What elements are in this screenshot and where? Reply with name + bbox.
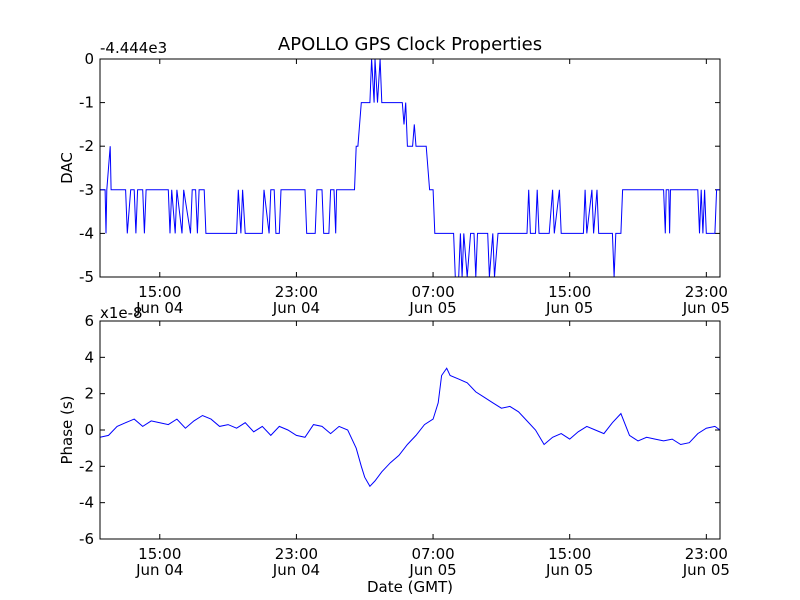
phase-x-tick-time-label: 15:00 (548, 545, 591, 563)
phase-x-axis-label: Date (GMT) (367, 578, 453, 596)
dac-y-tick-label: 0 (84, 50, 94, 68)
dac-y-tick-label: -5 (79, 268, 94, 286)
dac-y-ticks: 0 -1 -2 -3 -4 -5 (79, 50, 720, 286)
phase-y-tick-label: -4 (79, 494, 94, 512)
phase-chart: x1e-8 Phase (s) Date (GMT) 6 4 2 0 -2 -4 -6 15… (58, 304, 730, 596)
phase-series-line (99, 367, 721, 488)
dac-y-tick-label: -3 (79, 181, 94, 199)
dac-series-line (100, 58, 720, 278)
chart-title: APOLLO GPS Clock Properties (278, 34, 542, 55)
dac-plot-area (100, 59, 720, 277)
phase-x-tick-time-label: 23:00 (275, 545, 318, 563)
dac-x-tick-date-label: Jun 05 (545, 299, 593, 317)
phase-y-tick-label: 4 (84, 348, 94, 366)
dac-offset-text: -4.444e3 (100, 39, 167, 57)
phase-series (99, 367, 721, 488)
dac-x-tick-date-label: Jun 04 (135, 299, 183, 317)
dac-series (100, 58, 720, 278)
phase-y-tick-label: 2 (84, 385, 94, 403)
dac-y-axis-label: DAC (58, 152, 76, 184)
phase-y-tick-label: -6 (79, 530, 94, 548)
dac-y-tick-label: -4 (79, 224, 94, 242)
phase-x-tick-date-label: Jun 05 (408, 561, 456, 579)
phase-x-tick-time-label: 23:00 (685, 545, 728, 563)
phase-offset-text: x1e-8 (100, 304, 143, 322)
dac-x-tick-date-label: Jun 05 (682, 299, 730, 317)
dac-y-tick-label: -2 (79, 137, 94, 155)
dac-x-tick-time-label: 15:00 (138, 283, 181, 301)
phase-plot-area (100, 321, 720, 539)
phase-x-tick-date-label: Jun 04 (135, 561, 183, 579)
dac-x-tick-time-label: 23:00 (275, 283, 318, 301)
dac-chart: APOLLO GPS Clock Properties -4.444e3 DAC… (58, 34, 730, 317)
dac-x-tick-time-label: 07:00 (411, 283, 454, 301)
phase-y-ticks: 6 4 2 0 -2 -4 -6 (79, 312, 720, 548)
phase-x-tick-date-label: Jun 05 (545, 561, 593, 579)
dac-x-tick-time-label: 23:00 (685, 283, 728, 301)
phase-x-tick-time-label: 15:00 (138, 545, 181, 563)
phase-x-tick-time-label: 07:00 (411, 545, 454, 563)
dac-plot-frame (99, 58, 721, 278)
phase-x-tick-date-label: Jun 05 (682, 561, 730, 579)
phase-y-tick-label: -2 (79, 457, 94, 475)
phase-y-axis-label: Phase (s) (58, 395, 76, 464)
phase-y-tick-label: 6 (84, 312, 94, 330)
phase-y-tick-label: 0 (84, 421, 94, 439)
dac-y-tick-label: -1 (79, 94, 94, 112)
phase-plot-frame (99, 320, 721, 540)
phase-x-tick-date-label: Jun 04 (272, 561, 320, 579)
dac-x-tick-time-label: 15:00 (548, 283, 591, 301)
dac-x-tick-date-label: Jun 04 (272, 299, 320, 317)
dac-x-tick-date-label: Jun 05 (408, 299, 456, 317)
